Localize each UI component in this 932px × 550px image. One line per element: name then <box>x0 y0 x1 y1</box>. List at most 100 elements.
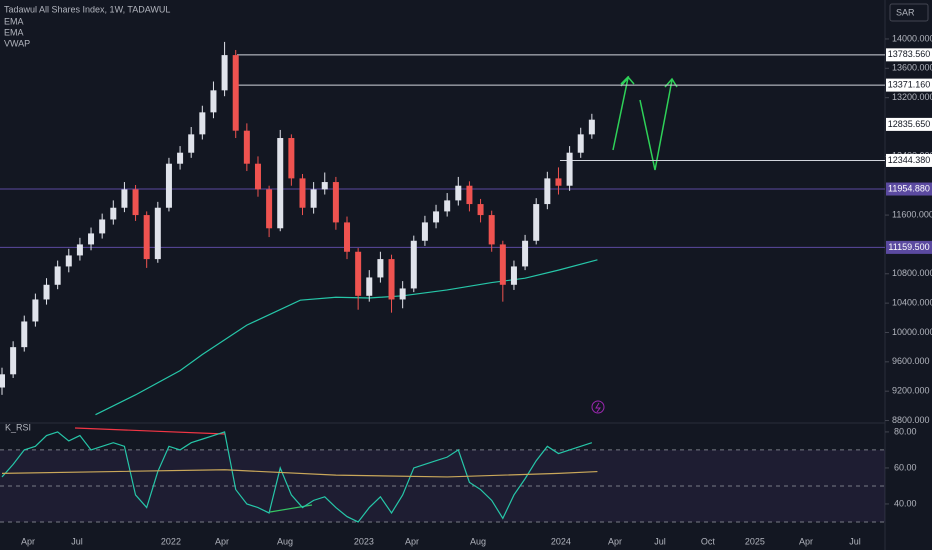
x-tick-label: Aug <box>470 536 486 546</box>
candle-body <box>243 130 250 164</box>
y-tick-label: 11600.000 <box>892 209 932 219</box>
candle-body <box>121 189 128 208</box>
arrow-head <box>620 75 635 85</box>
candle-body <box>254 163 261 190</box>
candle-body <box>388 259 395 300</box>
indicator-label: EMA <box>4 27 24 37</box>
rsi-line <box>1 469 598 478</box>
event-icon-bolt <box>595 402 601 413</box>
x-tick-label: Jul <box>71 536 83 546</box>
x-tick-label: 2022 <box>161 536 181 546</box>
candle-body <box>444 200 451 212</box>
candle-body <box>210 90 217 113</box>
x-tick-label: Apr <box>799 536 813 546</box>
x-tick-label: Oct <box>701 536 716 546</box>
level-label: 12344.380 <box>888 155 931 165</box>
candle-body <box>466 185 473 205</box>
level-box <box>886 153 932 167</box>
currency-label: SAR <box>896 7 915 17</box>
candle-body <box>488 215 495 245</box>
y-tick-label: 14000.000 <box>892 33 932 43</box>
candle-body <box>10 347 17 375</box>
candle-body <box>299 178 306 208</box>
candle-body <box>321 182 328 190</box>
candle-body <box>421 222 428 241</box>
x-tick-label: Apr <box>608 536 622 546</box>
y-tick-label: 13200.000 <box>892 92 932 102</box>
x-tick-label: Apr <box>405 536 419 546</box>
rsi-line <box>1 431 593 523</box>
candle-body <box>477 204 484 216</box>
level-label: 13783.560 <box>888 49 931 59</box>
candle-body <box>410 240 417 289</box>
candle-body <box>399 288 406 300</box>
candle-body <box>0 374 6 388</box>
candle-body <box>54 266 61 285</box>
candle-body <box>310 189 317 208</box>
candle-body <box>566 152 573 186</box>
candle-body <box>433 211 440 223</box>
candle-body <box>32 299 39 322</box>
candle-body <box>199 112 206 135</box>
level-label: 12835.650 <box>888 119 931 129</box>
candle-body <box>332 182 339 223</box>
y-tick-label: 10000.000 <box>892 327 932 337</box>
candle-body <box>165 163 172 208</box>
y-tick-label: 40.00 <box>894 498 917 508</box>
chart-title: Tadawul All Shares Index, 1W, TADAWUL <box>4 4 170 14</box>
candle-body <box>377 259 384 278</box>
candle-body <box>277 138 284 229</box>
y-tick-label: 9600.000 <box>892 356 930 366</box>
x-tick-label: Jul <box>849 536 861 546</box>
y-tick-label: 60.00 <box>894 462 917 472</box>
level-box <box>886 182 932 196</box>
candle-body <box>510 266 517 285</box>
candle-body <box>21 321 28 348</box>
candle-body <box>499 244 506 285</box>
candle-body <box>455 185 462 201</box>
candle-body <box>132 189 139 216</box>
candle-body <box>522 240 529 267</box>
x-tick-label: Jul <box>654 536 666 546</box>
indicator-label: VWAP <box>4 38 30 48</box>
candle-body <box>544 178 551 205</box>
candle-body <box>577 134 584 153</box>
candle-body <box>221 55 228 91</box>
y-tick-label: 9200.000 <box>892 386 930 396</box>
candle-body <box>99 219 106 234</box>
x-tick-label: Apr <box>215 536 229 546</box>
candle-body <box>288 138 295 179</box>
x-tick-label: Aug <box>277 536 293 546</box>
candle-body <box>110 207 117 220</box>
level-label: 11159.500 <box>888 242 929 252</box>
event-icon[interactable] <box>591 400 605 414</box>
ma-line <box>95 259 598 416</box>
level-box <box>886 240 932 254</box>
y-tick-label: 80.00 <box>894 426 917 436</box>
y-tick-label: 10400.000 <box>892 298 932 308</box>
candle-body <box>65 255 72 267</box>
divergence-line <box>74 427 226 435</box>
arrow-head <box>664 77 678 88</box>
indicator-label: EMA <box>4 16 24 26</box>
candle-body <box>266 189 273 229</box>
level-box <box>886 78 932 92</box>
candle-body <box>43 284 50 300</box>
candle-body <box>533 204 540 241</box>
currency-box[interactable] <box>889 3 929 22</box>
candle-body <box>143 215 150 260</box>
level-label: 13371.160 <box>888 79 931 89</box>
candle-body <box>88 233 95 245</box>
y-tick-label: 13600.000 <box>892 63 932 73</box>
candle-body <box>188 134 195 153</box>
x-tick-label: Apr <box>21 536 35 546</box>
x-tick-label: 2023 <box>354 536 374 546</box>
candle-body <box>154 207 161 260</box>
candle-body <box>355 251 362 296</box>
level-box <box>886 48 932 62</box>
rsi-label: K_RSI <box>5 422 31 432</box>
y-tick-label: 8800.000 <box>892 415 930 425</box>
